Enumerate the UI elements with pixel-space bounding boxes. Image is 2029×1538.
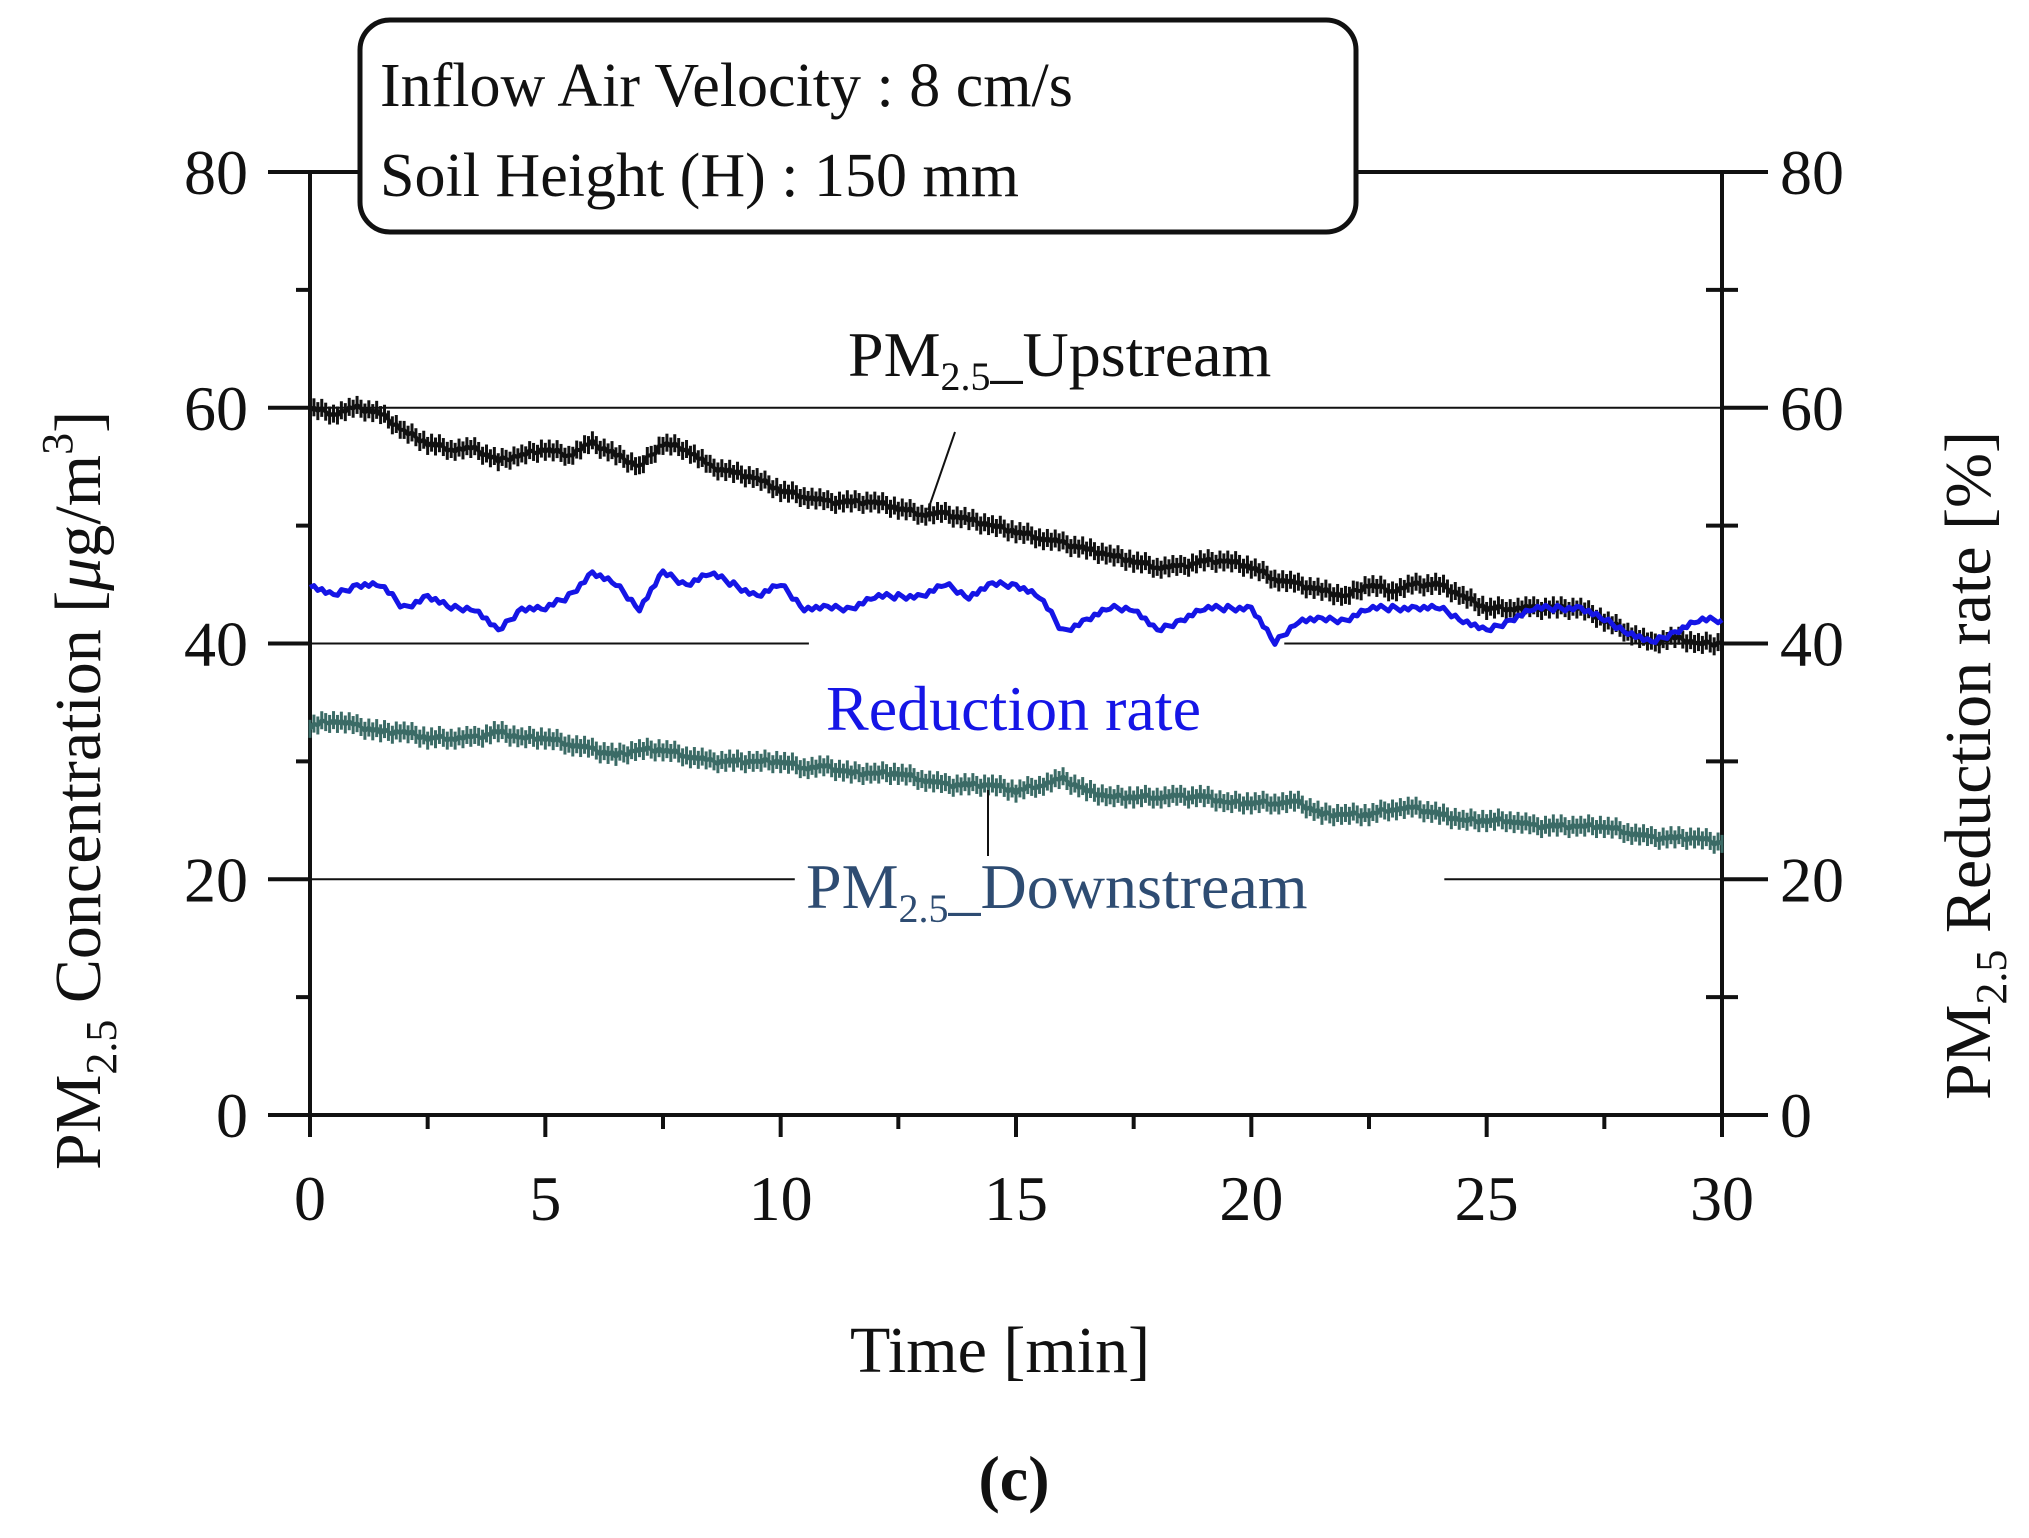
upstream-leader-line	[927, 431, 956, 511]
label-upstream: PM2.5_Upstream	[848, 319, 1271, 399]
y-left-tick-label-40: 40	[184, 609, 248, 680]
gridlines	[310, 406, 1722, 881]
y-right-tick-label-60: 60	[1780, 373, 1844, 444]
label-reduction-rate: Reduction rate	[826, 673, 1201, 744]
y-left-tick-label-20: 20	[184, 844, 248, 915]
y-left-tick-label-0: 0	[216, 1080, 248, 1151]
ticks: 0 5 10 15 20 25 30 0 20 40 60 80 0 20 40 60 80	[184, 137, 1844, 1234]
x-tick-label-25: 25	[1455, 1163, 1519, 1234]
x-tick-label-0: 0	[294, 1163, 326, 1234]
info-line-velocity: Inflow Air Velocity : 8 cm/s	[380, 52, 1073, 120]
y-left-tick-label-60: 60	[184, 373, 248, 444]
series-line-1	[308, 568, 1724, 647]
y-right-tick-label-80: 80	[1780, 137, 1844, 208]
y-right-tick-label-0: 0	[1780, 1080, 1812, 1151]
series-1	[308, 568, 1724, 647]
info-line-soil-height: Soil Height (H) : 150 mm	[380, 142, 1019, 210]
info-box-frame	[357, 17, 1359, 235]
x-tick-label-10: 10	[749, 1163, 813, 1234]
x-tick-label-20: 20	[1219, 1163, 1283, 1234]
x-tick-label-15: 15	[984, 1163, 1048, 1234]
x-tick-label-30: 30	[1690, 1163, 1754, 1234]
y-right-tick-label-20: 20	[1780, 844, 1844, 915]
y-left-tick-label-80: 80	[184, 137, 248, 208]
info-box: Inflow Air Velocity : 8 cm/s Soil Height…	[357, 17, 1359, 235]
label-downstream: PM2.5_Downstream	[806, 851, 1308, 931]
x-axis-title: Time [min]	[850, 1314, 1150, 1387]
x-tick-label-5: 5	[529, 1163, 561, 1234]
y-left-axis-title: PM2.5 Concentration [μg/m3]	[33, 411, 126, 1170]
series-2	[308, 711, 1724, 854]
y-right-tick-label-40: 40	[1780, 609, 1844, 680]
y-right-axis-title: PM2.5 Reduction rate [%]	[1932, 431, 2016, 1100]
figure-caption: (c)	[978, 1443, 1049, 1514]
